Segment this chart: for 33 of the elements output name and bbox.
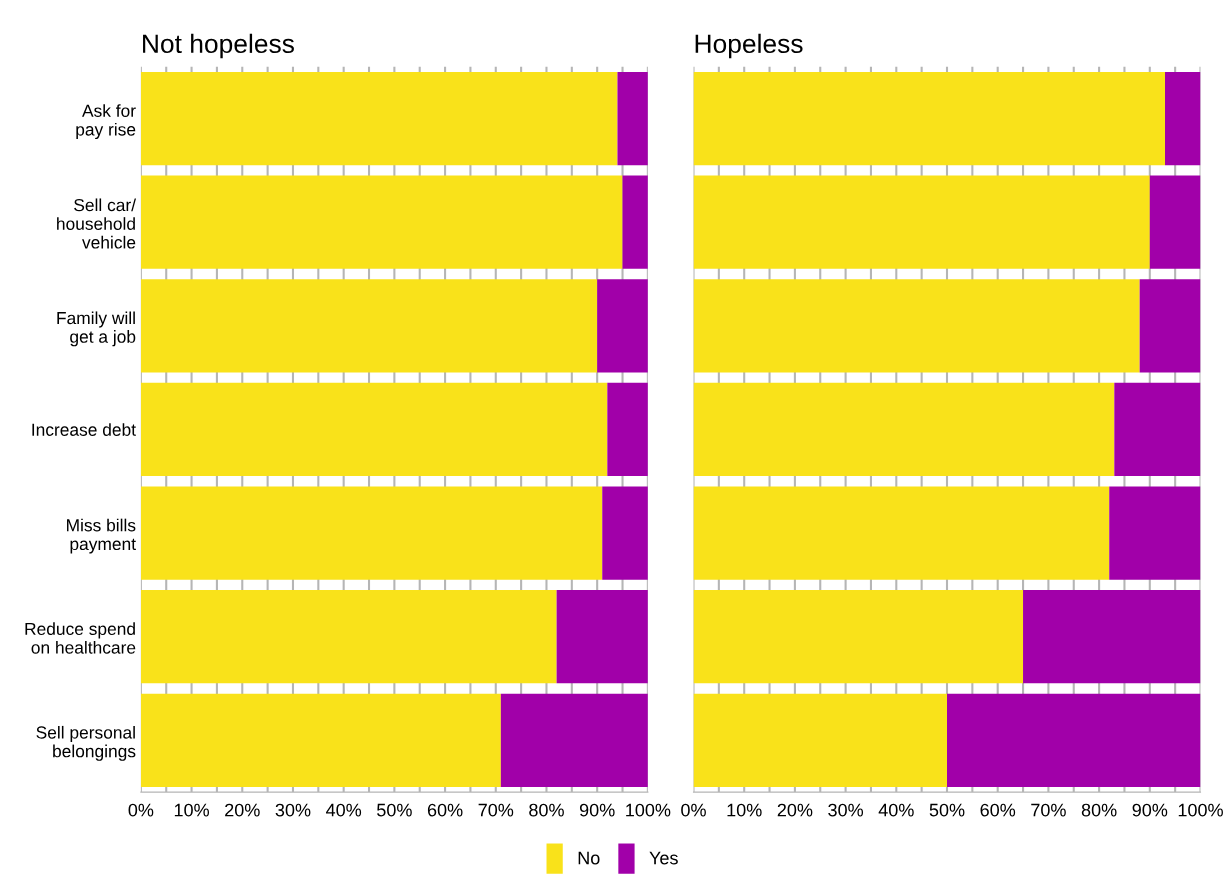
- y-tick-label: Sell personal belongings: [36, 725, 136, 761]
- x-tick-label: 30%: [275, 803, 311, 817]
- x-tick-label: 30%: [828, 803, 864, 817]
- x-tick-label: 90%: [579, 803, 615, 817]
- x-tick-label: 50%: [377, 803, 412, 817]
- x-tick-label: 70%: [1031, 803, 1066, 817]
- y-tick-label: Miss bills payment: [67, 518, 136, 554]
- y-tick-label: Family will get a job: [57, 311, 136, 347]
- x-tick-label: 40%: [878, 803, 914, 817]
- x-tick-label: 80%: [1081, 803, 1117, 817]
- chart-title: Not hopeless: [143, 33, 294, 59]
- legend-label: No: [578, 851, 600, 865]
- x-tick-label: 80%: [529, 803, 564, 817]
- legend-label: Yes: [649, 851, 678, 865]
- x-tick-label: 10%: [174, 803, 209, 817]
- x-tick-label: 60%: [980, 803, 1016, 817]
- x-tick-label: 40%: [326, 803, 362, 817]
- chart-title: Hopeless: [695, 33, 803, 59]
- x-tick-label: 100%: [1178, 803, 1223, 817]
- x-tick-label: 20%: [225, 803, 260, 817]
- y-tick-label: Sell car/ household vehicle: [57, 198, 137, 249]
- x-tick-label: 60%: [427, 803, 463, 817]
- x-tick-label: 70%: [478, 803, 514, 817]
- x-tick-label: 0%: [128, 803, 154, 817]
- y-tick-label: Reduce spend on healthcare: [25, 622, 136, 654]
- x-tick-label: 20%: [777, 803, 813, 817]
- x-tick-label: 10%: [727, 803, 762, 817]
- x-tick-label: 90%: [1132, 803, 1168, 817]
- x-tick-label: 100%: [626, 803, 671, 817]
- x-tick-label: 0%: [681, 803, 706, 817]
- y-tick-label: Ask for pay rise: [76, 104, 136, 140]
- y-tick-label: Increase debt: [32, 423, 136, 436]
- x-tick-label: 50%: [929, 803, 965, 817]
